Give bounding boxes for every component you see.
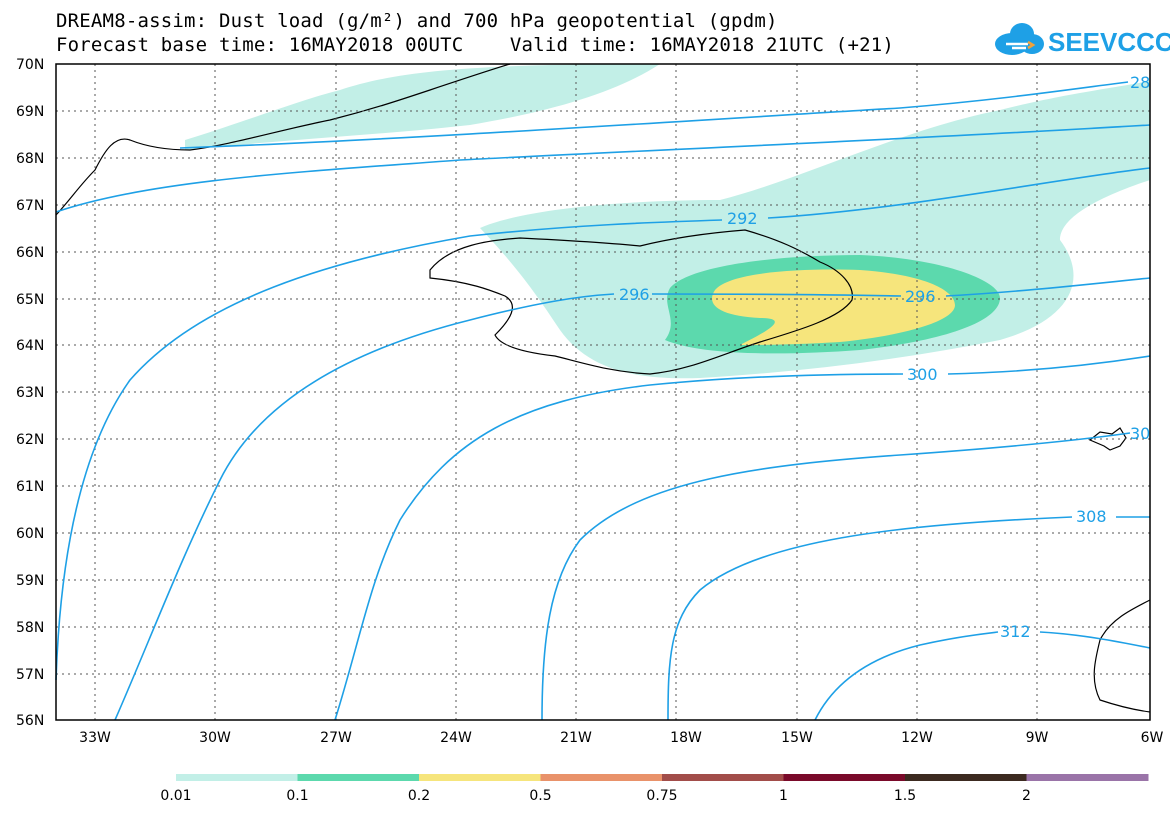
contour-312: [814, 631, 1151, 721]
iceland-coast: [429, 229, 853, 375]
colorbar-tick-label: 1.5: [894, 788, 916, 804]
lat-label: 65N: [16, 292, 44, 308]
greenland-coast: [55, 63, 511, 216]
lon-label: 24W: [440, 730, 472, 746]
colorbar-swatch: [1026, 774, 1149, 781]
lon-label: 6W: [1141, 730, 1164, 746]
lat-label: 57N: [16, 667, 44, 683]
colorbar-tick-label: 1: [779, 788, 788, 804]
dust-field: [185, 64, 1150, 379]
colorbar-tick-label: 0.75: [646, 788, 677, 804]
contour-label: 292: [727, 209, 758, 228]
map-frame: [55, 63, 1151, 721]
colorbar-swatch: [419, 774, 541, 781]
lon-label: 9W: [1026, 730, 1049, 746]
logo-text: SEEVCCC: [1048, 27, 1170, 57]
lon-label: 18W: [670, 730, 702, 746]
seevccc-logo: SEEVCCC: [995, 23, 1170, 57]
map-title: DREAM8-assim: Dust load (g/m²) and 700 h…: [56, 10, 778, 32]
lon-label: 15W: [781, 730, 813, 746]
lat-label: 67N: [16, 198, 44, 214]
lon-label: 27W: [320, 730, 352, 746]
coastlines: [55, 63, 1151, 713]
contour-label: 300: [907, 365, 938, 384]
colorbar-swatch: [176, 774, 298, 781]
contour-label: 296: [619, 285, 650, 304]
cloud-icon: [995, 23, 1044, 55]
contour-300: [334, 355, 1151, 721]
colorbar-swatch: [662, 774, 784, 781]
dust-0.01-area: [185, 64, 660, 150]
lat-label: 69N: [16, 104, 44, 120]
lat-label: 60N: [16, 526, 44, 542]
lon-label: 30W: [199, 730, 231, 746]
lat-label: 58N: [16, 620, 44, 636]
scotland-coast: [1093, 599, 1151, 713]
colorbar-swatch: [905, 774, 1027, 781]
contour-label: 296: [905, 287, 936, 306]
lat-label: 61N: [16, 479, 44, 495]
lat-label: 66N: [16, 245, 44, 261]
latitude-labels: 70N 69N 68N 67N 66N 65N 64N 63N 62N 61N …: [16, 57, 44, 729]
lon-label: 33W: [79, 730, 111, 746]
longitude-labels: 33W 30W 27W 24W 21W 18W 15W 12W 9W 6W: [79, 730, 1163, 746]
lat-label: 56N: [16, 713, 44, 729]
contour-304: [541, 432, 1131, 721]
map-subtitle: Forecast base time: 16MAY2018 00UTC Vali…: [56, 34, 895, 56]
colorbar-tick-label: 2: [1022, 788, 1031, 804]
geopotential-contours: [55, 81, 1151, 721]
colorbar-tick-label: 0.1: [286, 788, 308, 804]
colorbar-swatch: [540, 774, 663, 781]
colorbar-tick-label: 0.5: [529, 788, 551, 804]
contour-296: [114, 277, 1151, 721]
lat-label: 68N: [16, 151, 44, 167]
contour-288: [179, 81, 1129, 149]
lat-label: 62N: [16, 432, 44, 448]
colorbar-swatch: [783, 774, 906, 781]
lat-label: 70N: [16, 57, 44, 73]
colorbar-tick-label: 0.2: [408, 788, 430, 804]
lon-label: 12W: [901, 730, 933, 746]
lon-label: 21W: [560, 730, 592, 746]
lat-label: 64N: [16, 338, 44, 354]
contour-292-segment: [55, 124, 1151, 213]
faroe-islands: [1088, 427, 1127, 451]
colorbar: 0.01 0.1 0.2 0.5 0.75 1 1.5 2: [160, 774, 1149, 804]
colorbar-swatch: [297, 774, 420, 781]
contour-label: 312: [1000, 622, 1031, 641]
contour-292-main: [55, 167, 1151, 681]
contour-labels: 288 292 296 296 300 304 308 312: [619, 73, 1161, 641]
lat-label: 59N: [16, 573, 44, 589]
dust-0.2-area: [712, 269, 955, 345]
lat-label: 63N: [16, 385, 44, 401]
colorbar-tick-label: 0.01: [160, 788, 191, 804]
contour-308: [667, 516, 1150, 721]
dust-map: 288 292 296 296 300 304 308 312 70N 69N …: [16, 57, 1164, 746]
contour-label: 308: [1076, 507, 1107, 526]
